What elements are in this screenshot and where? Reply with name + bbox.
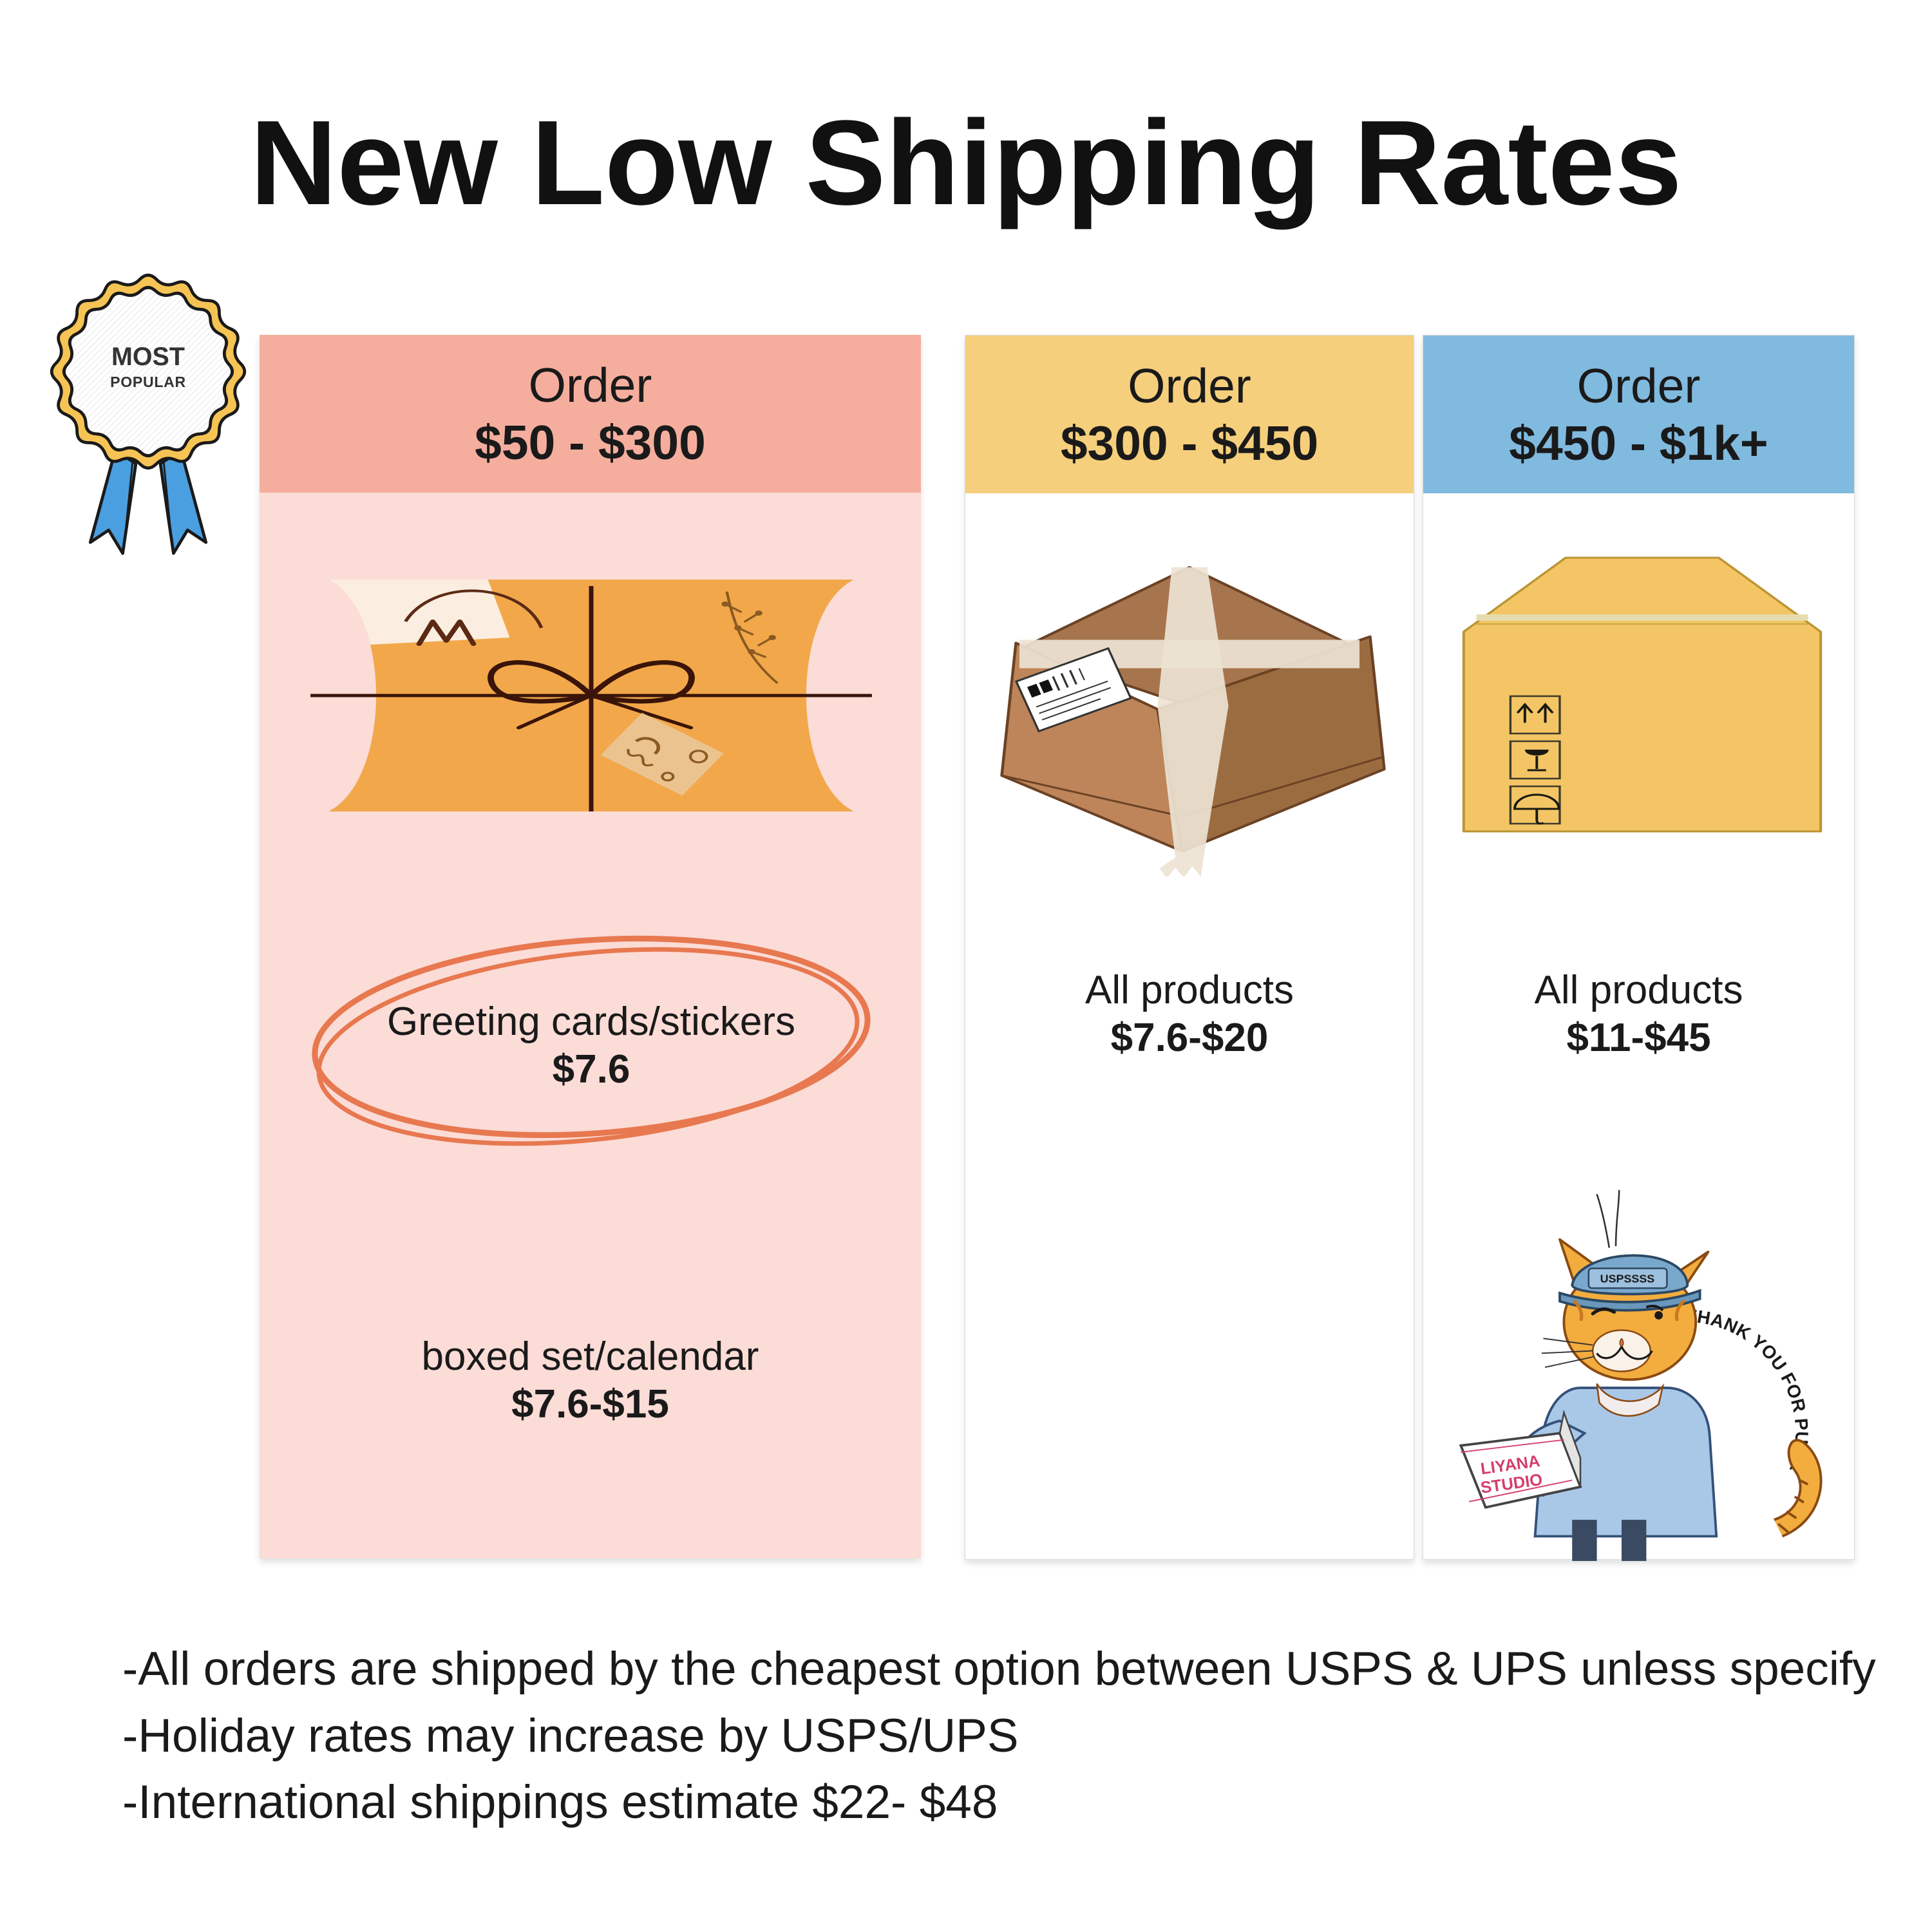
svg-text:MOST: MOST [111,343,185,371]
svg-text:USPSSSS: USPSSSS [1600,1272,1655,1285]
svg-text:POPULAR: POPULAR [110,374,186,390]
